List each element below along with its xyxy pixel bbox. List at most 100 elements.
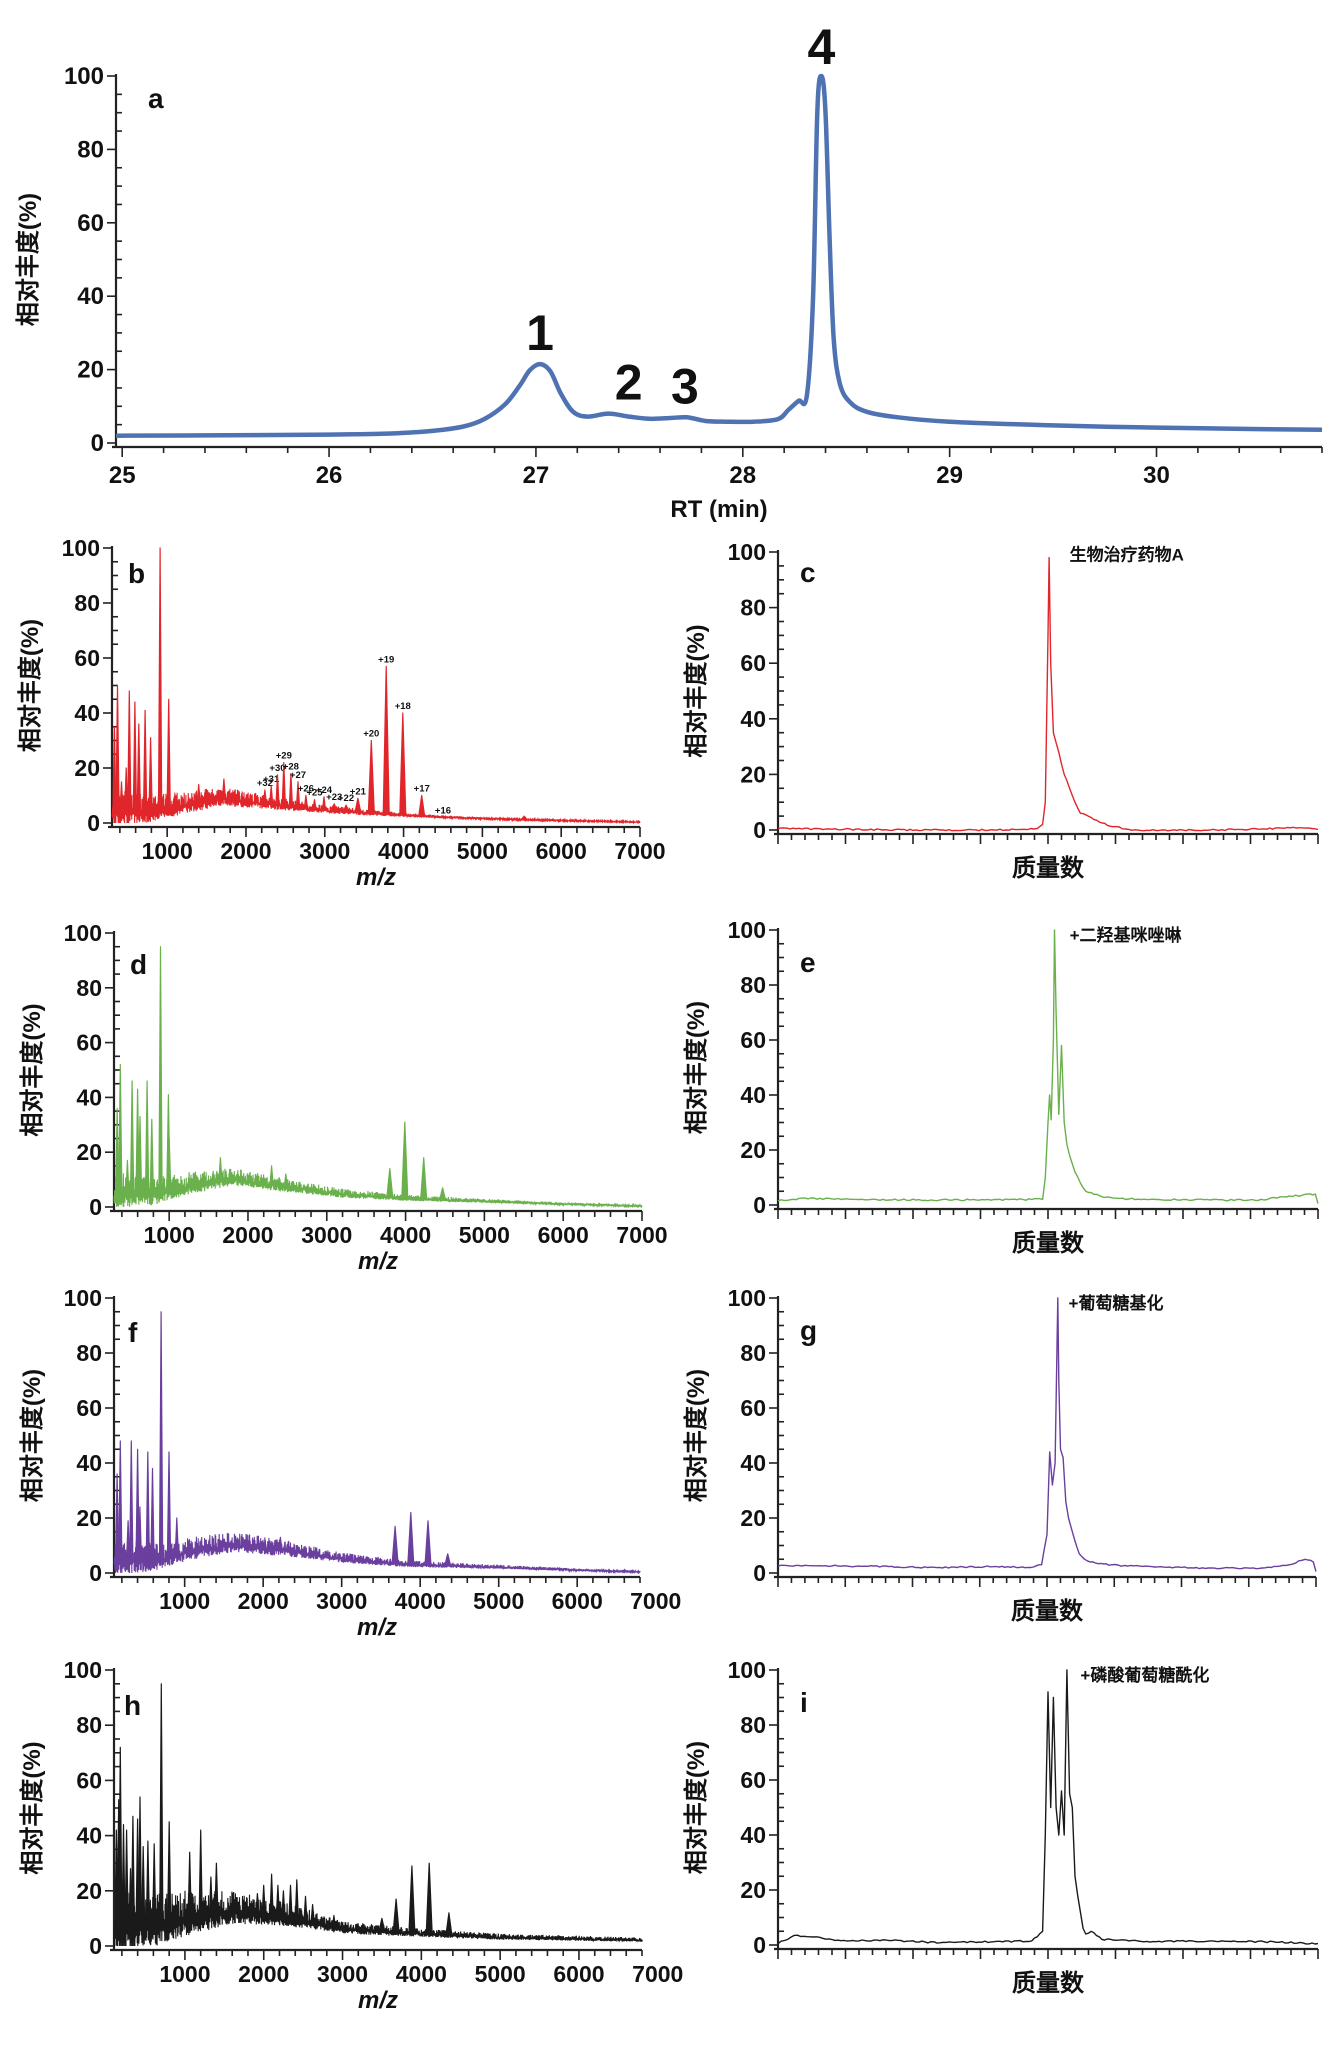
spectrum-peak [386, 1168, 394, 1198]
spectrum-peak [137, 1796, 143, 1931]
spectrum-peak [378, 1917, 386, 1933]
y-axis-title: 相对丰度(%) [16, 619, 44, 752]
x-tick-label: 7000 [632, 1961, 683, 1987]
x-tick-label: 2000 [238, 1961, 289, 1987]
x-axis-title: m/z [356, 864, 396, 891]
y-tick-label: 40 [76, 1084, 102, 1110]
x-tick-label: 4000 [378, 838, 429, 864]
y-tick-label: 20 [76, 1878, 102, 1904]
spectrum-peak [288, 772, 294, 808]
spectrum-peak [399, 712, 407, 816]
spectrum-peak [392, 1898, 400, 1934]
spectrum-peak [144, 1080, 150, 1197]
y-axis-title: 相对丰度(%) [682, 624, 710, 757]
peak-number-label: 2 [615, 355, 643, 411]
spectrum-peak [125, 1159, 130, 1197]
charge-state-label: +24 [316, 785, 333, 796]
charge-state-label: +21 [350, 786, 367, 797]
x-tick-label: 2000 [220, 838, 271, 864]
y-tick-label: 60 [740, 1395, 766, 1421]
y-tick-label: 0 [753, 817, 766, 843]
x-tick-label: 6000 [552, 1588, 603, 1614]
x-tick-label: 4000 [380, 1222, 431, 1248]
x-axis-title: m/z [358, 1987, 398, 2014]
spectrum-peak [141, 1846, 146, 1931]
x-tick-label: 4000 [396, 1961, 447, 1987]
spectrum-peak [321, 796, 327, 811]
y-tick-label: 20 [76, 1505, 102, 1531]
spectrum-peak [312, 799, 317, 810]
panel-f: 0 20 40 60 80 100 1000 2000 3000 4000 5000 6000 7000… [18, 1285, 681, 1641]
spectrum-peak [283, 1173, 288, 1188]
y-tick-label: 80 [74, 590, 100, 616]
spectrum-peak [331, 1915, 337, 1928]
x-tick-label: 3000 [299, 838, 350, 864]
panel-letter: e [800, 947, 816, 978]
spectrum-peak [145, 1840, 151, 1930]
spectrum-trace-f [113, 1532, 641, 1575]
spectrum-peak [391, 1525, 399, 1564]
spectrum-peak [198, 1829, 203, 1919]
panel-c: 0 20 40 60 80 100 相对丰度(%) 质量数 c 生物治疗药物A [682, 539, 1319, 882]
x-tick-label: 7000 [630, 1588, 681, 1614]
y-tick-label: 60 [77, 210, 104, 237]
spectrum-peak [321, 1917, 326, 1926]
y-tick-label: 100 [728, 539, 766, 565]
spectrum-peak [269, 785, 274, 805]
series-line-a [115, 73, 1323, 438]
spectrum-peak [148, 737, 153, 813]
spectrum-peak [255, 1893, 260, 1916]
spectrum-peak [187, 1851, 192, 1921]
x-axis-title: 质量数 [1012, 1230, 1085, 1257]
y-tick-label: 0 [89, 1194, 102, 1220]
panel-letter: c [800, 557, 816, 588]
spectrum-peak [330, 803, 338, 812]
spectrum-peak [149, 1118, 154, 1197]
spectrum-peak [420, 1157, 428, 1200]
panel-letter: a [148, 83, 164, 114]
y-tick-label: 40 [740, 1822, 766, 1848]
peak-number-label: 4 [807, 19, 835, 75]
series-line-e [777, 929, 1319, 1204]
panel-e: 0 20 40 60 80 100 相对丰度(%) 质量数 e +二羟基咪唑啉 [682, 917, 1319, 1257]
spectrum-peak [342, 804, 350, 813]
spectrum-peak [221, 778, 227, 800]
x-axis-title: 质量数 [1011, 1598, 1084, 1625]
spectrum-peak [520, 815, 528, 821]
charge-state-label: +16 [435, 806, 451, 817]
charge-state-label: +26 [298, 784, 314, 795]
y-axis-title: 相对丰度(%) [18, 1369, 46, 1502]
y-tick-label: 40 [74, 700, 100, 726]
y-axis-title: 相对丰度(%) [18, 1003, 46, 1136]
spectrum-peak [115, 1107, 120, 1197]
spectrum-peak [167, 1137, 172, 1192]
y-tick-label: 0 [753, 1192, 766, 1218]
panel-letter: g [800, 1315, 817, 1346]
x-tick-label: 3000 [301, 1222, 352, 1248]
panel-i: 0 20 40 60 80 100 相对丰度(%) 质量数 i +磷酸葡萄糖酰化 [682, 1657, 1319, 1997]
x-tick-label: 28 [729, 462, 756, 489]
spectrum-peak [118, 1746, 123, 1932]
y-tick-label: 100 [64, 63, 104, 90]
panel-h: 0 20 40 60 80 100 1000 2000 3000 4000 5000 6000 7000… [18, 1657, 683, 2014]
y-axis-title: 相对丰度(%) [14, 193, 42, 326]
panel-d: 0 20 40 60 80 100 1000 2000 3000 4000 5000 6000 7000… [18, 920, 668, 1275]
y-tick-label: 80 [740, 1712, 766, 1738]
spectrum-peak [152, 1843, 157, 1930]
y-tick-label: 20 [740, 1505, 766, 1531]
spectrum-trace-b [111, 788, 641, 825]
spectrum-peak [418, 794, 426, 817]
charge-state-label: +32 [257, 778, 273, 789]
panel-g: 0 20 40 60 80 100 相对丰度(%) 质量数 g +葡萄糖基化 [682, 1285, 1317, 1625]
y-tick-label: 100 [728, 1285, 766, 1311]
spectrum-peak [166, 1451, 172, 1558]
spectrum-peak [303, 794, 309, 809]
y-tick-label: 60 [740, 1027, 766, 1053]
charge-state-label: +22 [338, 793, 354, 804]
spectrum-peak [262, 789, 268, 805]
x-axis-title: m/z [358, 1248, 398, 1275]
spectrum-peak [135, 1448, 140, 1563]
x-tick-label: 3000 [317, 1961, 368, 1987]
charge-state-label: +23 [326, 792, 342, 803]
spectrum-peak [158, 946, 163, 1195]
